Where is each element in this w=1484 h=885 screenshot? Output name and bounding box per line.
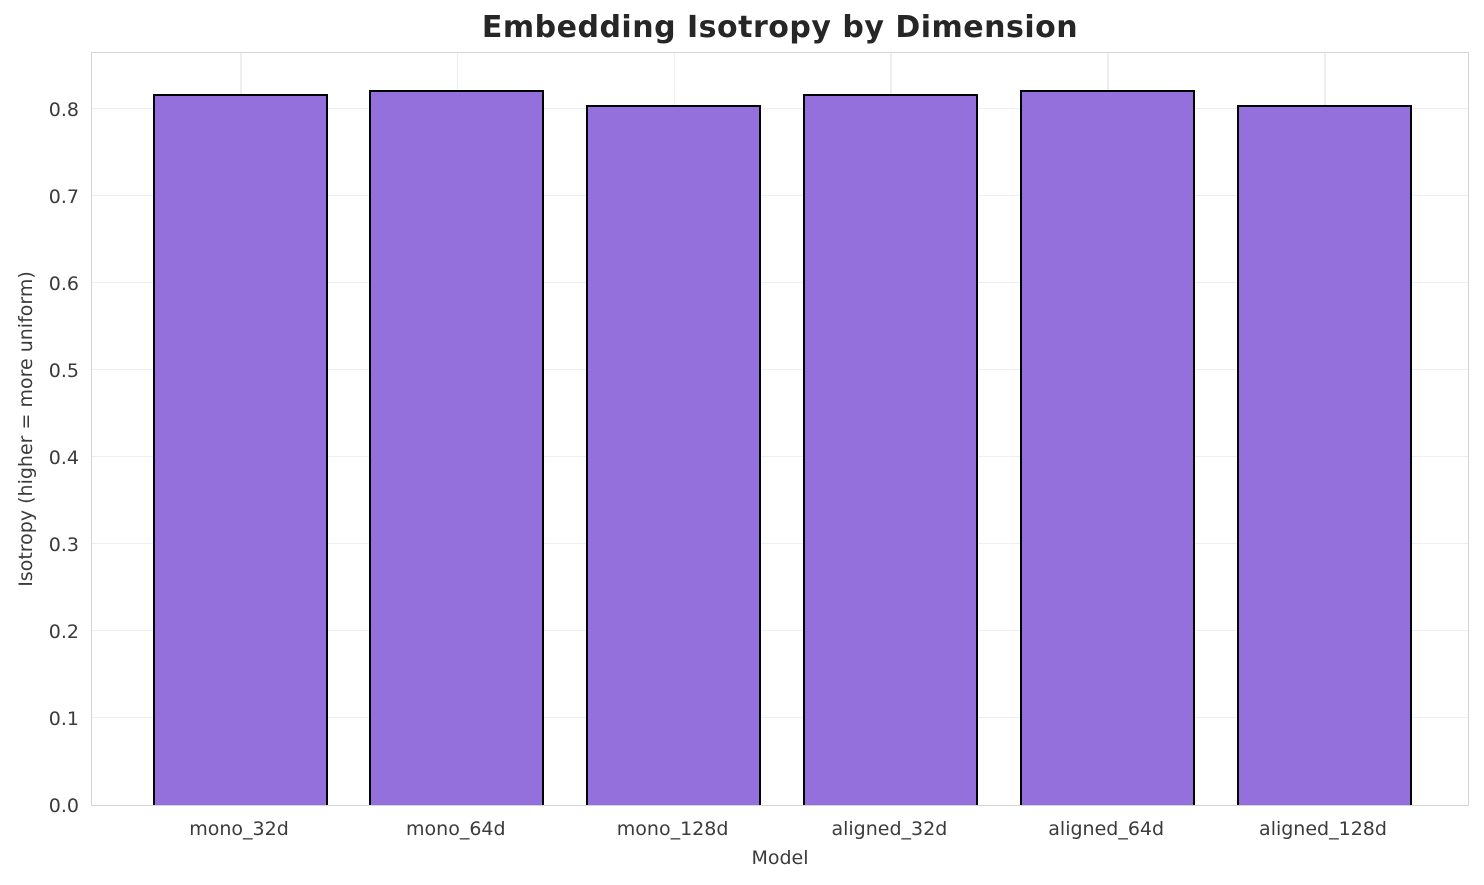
bar-mono_128d [586, 104, 762, 805]
y-tick-label: 0.5 [48, 360, 79, 383]
x-tick-label: aligned_64d [1048, 818, 1165, 840]
x-tick-label: mono_128d [616, 818, 729, 840]
bar-aligned_32d [802, 94, 978, 805]
x-tick-label: mono_32d [189, 818, 289, 840]
gridline-h [92, 455, 1468, 458]
y-tick-label: 0.6 [48, 273, 79, 296]
x-tick-label: aligned_32d [831, 818, 948, 840]
bar-mono_32d [152, 94, 328, 805]
bar-aligned_64d [1019, 90, 1195, 805]
gridline-h [92, 716, 1468, 719]
chart-title: Embedding Isotropy by Dimension [481, 10, 1079, 45]
bar-mono_64d [369, 90, 545, 805]
y-tick-label: 0.4 [48, 447, 79, 470]
gridline-h [92, 107, 1468, 110]
y-tick-label: 0.0 [48, 795, 79, 817]
gridline-h [92, 368, 1468, 371]
y-tick-label: 0.1 [48, 708, 79, 731]
gridline-h [92, 542, 1468, 545]
x-tick-label: mono_64d [406, 818, 506, 840]
bar-aligned_128d [1236, 104, 1412, 805]
gridline-h [92, 194, 1468, 197]
y-tick-label: 0.7 [48, 186, 79, 209]
x-axis-label: Model [751, 847, 809, 869]
plot-area [91, 52, 1469, 806]
y-tick-label: 0.2 [48, 621, 79, 644]
y-tick-label: 0.8 [48, 99, 79, 122]
gridline-h [92, 281, 1468, 284]
y-tick-label: 0.3 [48, 534, 79, 557]
x-tick-label: aligned_128d [1259, 818, 1387, 840]
gridline-h [92, 629, 1468, 632]
